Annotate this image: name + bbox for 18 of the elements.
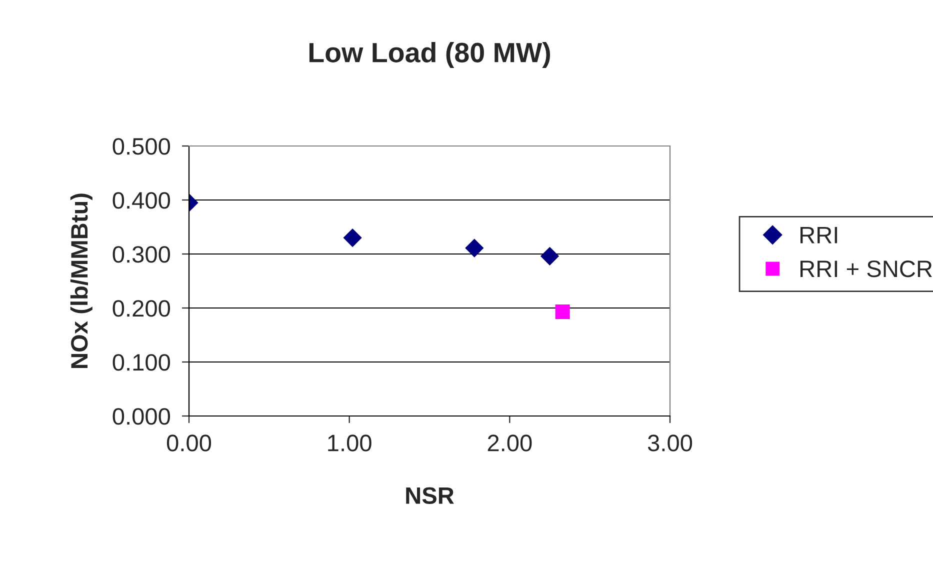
y-axis-title: NOx (lb/MMBtu): [70, 194, 92, 368]
chart-title: Low Load (80 MW): [309, 42, 550, 68]
point: [555, 304, 570, 320]
x-tick-label: 0.00: [166, 434, 212, 452]
x-tick-label: 2.00: [488, 434, 532, 452]
point: [540, 246, 560, 266]
legend-label: RRI: [800, 226, 838, 244]
y-tick-label: 0.500: [112, 138, 170, 155]
x-axis-title: NSR: [406, 487, 454, 504]
x-tick-label: 1.00: [328, 434, 372, 452]
y-tick-label: 0.300: [112, 246, 170, 263]
y-tick-label: 0.000: [112, 408, 170, 425]
y-tick-label: 0.400: [112, 192, 170, 209]
legend-label: RRI + SNCR: [800, 260, 932, 278]
x-tick-label: 3.00: [648, 434, 692, 452]
y-tick-label: 0.100: [112, 354, 170, 371]
y-tick-label: 0.200: [112, 300, 170, 317]
point: [465, 238, 484, 258]
